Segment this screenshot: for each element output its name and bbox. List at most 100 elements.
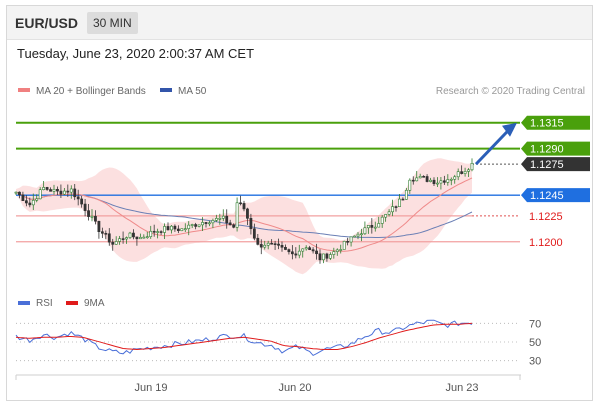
candle-body bbox=[232, 224, 236, 228]
projection-arrow-head bbox=[502, 122, 517, 137]
candle-body bbox=[235, 202, 239, 228]
candle-body bbox=[24, 200, 28, 204]
x-tick-label: Jun 20 bbox=[278, 382, 311, 394]
candle-body bbox=[404, 189, 408, 200]
candle-body bbox=[446, 179, 450, 183]
candle-body bbox=[456, 171, 460, 178]
rsi-line bbox=[15, 319, 473, 357]
candle-body bbox=[42, 187, 46, 191]
candle-body bbox=[422, 175, 426, 178]
candle-body bbox=[66, 190, 70, 193]
candle-body bbox=[391, 206, 394, 213]
candle-body bbox=[121, 238, 125, 240]
candle-body bbox=[201, 222, 204, 226]
rsi-tick-50: 50 bbox=[529, 337, 541, 349]
candle-body bbox=[214, 218, 218, 221]
candle-body bbox=[415, 177, 419, 182]
candle-body bbox=[346, 241, 350, 243]
level-label-0: 1.1315 bbox=[530, 118, 564, 130]
candle-body bbox=[28, 202, 32, 206]
level-tag-3 bbox=[521, 188, 590, 203]
candle-body bbox=[349, 236, 353, 243]
candle-body bbox=[225, 215, 229, 224]
legend-swatch-ma50 bbox=[160, 88, 172, 92]
candle-body bbox=[194, 224, 198, 227]
candle-body bbox=[138, 237, 142, 240]
candle-body bbox=[114, 241, 118, 245]
candle-body bbox=[266, 242, 270, 246]
rsi-plot: 70 50 30 bbox=[15, 318, 541, 368]
candle-body bbox=[363, 227, 367, 235]
candle-body bbox=[335, 249, 339, 252]
candle-body bbox=[259, 244, 263, 248]
level-tag-2 bbox=[521, 157, 590, 172]
candle-body bbox=[387, 211, 391, 215]
candle-body bbox=[197, 224, 201, 227]
rsi-tick-70: 70 bbox=[529, 318, 541, 330]
symbol-label: EUR/USD bbox=[15, 15, 79, 31]
candle-body bbox=[442, 180, 446, 183]
candle-body bbox=[145, 236, 149, 238]
candle-body bbox=[429, 179, 432, 182]
candle-body bbox=[318, 253, 322, 261]
level-label-3: 1.1245 bbox=[530, 190, 564, 202]
chart-header: EUR/USD 30 MIN bbox=[7, 6, 592, 40]
candle-body bbox=[460, 171, 464, 174]
candle-body bbox=[166, 226, 170, 231]
timeframe-badge[interactable]: 30 MIN bbox=[87, 12, 138, 34]
candle-body bbox=[353, 235, 356, 238]
x-tick-label: Jun 19 bbox=[134, 382, 167, 394]
candle-body bbox=[467, 169, 470, 172]
level-tag-1 bbox=[521, 141, 590, 156]
candle-body bbox=[76, 196, 80, 200]
candle-body bbox=[170, 225, 173, 231]
legend-label-9ma: 9MA bbox=[84, 298, 105, 309]
candle-body bbox=[218, 218, 222, 220]
candle-body bbox=[332, 251, 336, 255]
candle-body bbox=[398, 198, 401, 207]
candle-body bbox=[436, 182, 439, 185]
candle-body bbox=[470, 163, 474, 171]
candle-body bbox=[270, 242, 274, 245]
candle-body bbox=[80, 198, 84, 205]
candle-body bbox=[90, 215, 94, 218]
candle-body bbox=[18, 191, 21, 196]
candle-body bbox=[190, 224, 194, 226]
candle-body bbox=[62, 190, 66, 195]
candle-body bbox=[142, 236, 146, 239]
candle-body bbox=[294, 253, 298, 256]
candle-body bbox=[163, 226, 166, 233]
candle-body bbox=[256, 237, 260, 245]
candle-body bbox=[356, 233, 360, 237]
candle-body bbox=[377, 223, 381, 228]
candle-body bbox=[432, 179, 436, 185]
candle-body bbox=[31, 200, 35, 206]
candle-body bbox=[411, 179, 415, 182]
candle-body bbox=[315, 250, 318, 255]
candle-body bbox=[107, 233, 111, 243]
legend-label-rsi: RSI bbox=[36, 298, 53, 309]
candle-body bbox=[287, 249, 291, 253]
level-label-1: 1.1290 bbox=[530, 144, 564, 156]
candle-body bbox=[187, 224, 191, 229]
projection-arrow-shaft bbox=[474, 129, 510, 166]
legend-swatch-ma20 bbox=[18, 88, 30, 92]
candle-body bbox=[94, 215, 97, 222]
candle-body bbox=[453, 176, 457, 180]
candle-body bbox=[135, 236, 139, 240]
candle-body bbox=[246, 208, 249, 219]
candle-body bbox=[311, 249, 315, 252]
candle-body bbox=[38, 189, 42, 200]
candle-body bbox=[342, 241, 346, 250]
candle-body bbox=[394, 206, 398, 208]
candle-body bbox=[204, 222, 208, 224]
legend-label-ma50: MA 50 bbox=[178, 86, 207, 97]
chart-datetime: Tuesday, June 23, 2020 2:00:37 AM CET bbox=[17, 46, 255, 61]
level-label-5: 1.1200 bbox=[529, 237, 563, 249]
candle-body bbox=[173, 225, 177, 230]
ma20-line bbox=[15, 177, 473, 252]
candle-body bbox=[439, 180, 443, 184]
candle-body bbox=[159, 231, 163, 233]
candle-body bbox=[242, 203, 246, 210]
